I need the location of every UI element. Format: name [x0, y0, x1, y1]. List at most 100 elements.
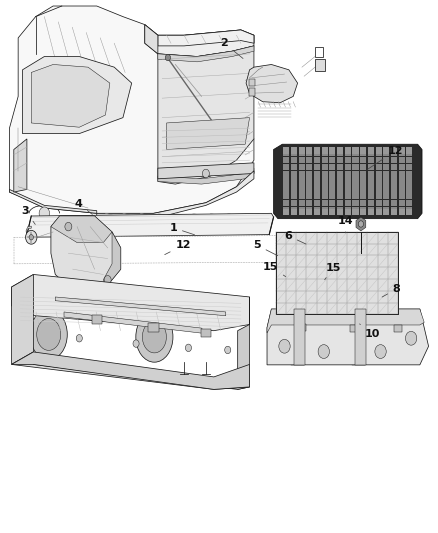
Bar [406, 178, 413, 184]
Bar [391, 171, 397, 177]
Bar [306, 209, 312, 215]
Polygon shape [12, 352, 250, 390]
Circle shape [406, 332, 417, 345]
Bar [375, 148, 381, 154]
Bar [337, 185, 343, 192]
Text: 14: 14 [337, 216, 353, 233]
Bar [321, 157, 328, 164]
Bar [329, 157, 336, 164]
Bar [314, 199, 320, 206]
Bar [360, 185, 366, 192]
Bar [283, 164, 289, 171]
Bar [406, 207, 413, 213]
Bar [375, 207, 381, 213]
Bar [297, 324, 306, 332]
Bar [399, 157, 405, 164]
Bar [350, 325, 359, 333]
Bar [306, 185, 312, 192]
Bar [399, 199, 405, 206]
Text: 4: 4 [74, 199, 92, 214]
Bar [299, 192, 304, 199]
Text: 15: 15 [263, 262, 286, 277]
Bar [399, 148, 405, 154]
Bar [399, 150, 405, 156]
Circle shape [185, 344, 191, 352]
Bar [321, 192, 328, 199]
Bar [368, 209, 374, 215]
Bar [383, 209, 389, 215]
Bar [283, 192, 289, 199]
Bar [306, 192, 312, 199]
Bar [314, 148, 320, 154]
Polygon shape [12, 274, 33, 365]
Bar [337, 209, 343, 215]
Bar [283, 171, 289, 177]
Bar [337, 207, 343, 213]
Bar [337, 164, 343, 171]
Bar [391, 164, 397, 171]
Bar [283, 148, 289, 154]
Bar [353, 148, 359, 154]
Bar [399, 171, 405, 177]
Polygon shape [51, 216, 112, 243]
Bar [299, 171, 304, 177]
Bar [399, 164, 405, 171]
Bar [321, 209, 328, 215]
Bar [391, 150, 397, 156]
Text: 2: 2 [220, 38, 243, 59]
Bar [368, 148, 374, 154]
Bar [329, 192, 336, 199]
Bar [345, 157, 351, 164]
Circle shape [375, 345, 386, 359]
Bar [406, 185, 413, 192]
Bar [406, 150, 413, 156]
Bar [283, 185, 289, 192]
Bar [353, 157, 359, 164]
Bar [391, 185, 397, 192]
Circle shape [104, 276, 111, 284]
Polygon shape [22, 56, 132, 134]
Bar [314, 164, 320, 171]
Bar [375, 192, 381, 199]
Bar [306, 199, 312, 206]
Bar [337, 192, 343, 199]
Bar [406, 148, 413, 154]
Bar [306, 157, 312, 164]
Bar [321, 207, 328, 213]
Bar [360, 209, 366, 215]
Circle shape [39, 207, 49, 220]
Polygon shape [12, 352, 250, 390]
Bar [291, 148, 297, 154]
Ellipse shape [136, 312, 173, 362]
Bar [291, 192, 297, 199]
Polygon shape [267, 309, 424, 333]
Bar [329, 185, 336, 192]
Bar [314, 171, 320, 177]
Polygon shape [238, 297, 250, 390]
Bar [368, 178, 374, 184]
Bar [360, 164, 366, 171]
Bar [291, 178, 297, 184]
Circle shape [216, 127, 222, 134]
Bar [406, 171, 413, 177]
Bar [201, 329, 211, 337]
Bar [283, 150, 289, 156]
Bar [375, 199, 381, 206]
Bar [360, 192, 366, 199]
Bar [329, 199, 336, 206]
Bar [345, 164, 351, 171]
Bar [345, 150, 351, 156]
Bar [337, 178, 343, 184]
Bar [375, 150, 381, 156]
Bar [314, 185, 320, 192]
Bar [360, 148, 366, 154]
Bar [368, 164, 374, 171]
Circle shape [133, 340, 139, 348]
Bar [299, 207, 304, 213]
Bar [345, 171, 351, 177]
Bar [299, 150, 304, 156]
Text: 12: 12 [367, 146, 403, 169]
Bar [329, 207, 336, 213]
Bar [383, 171, 389, 177]
Text: 5: 5 [253, 240, 278, 256]
